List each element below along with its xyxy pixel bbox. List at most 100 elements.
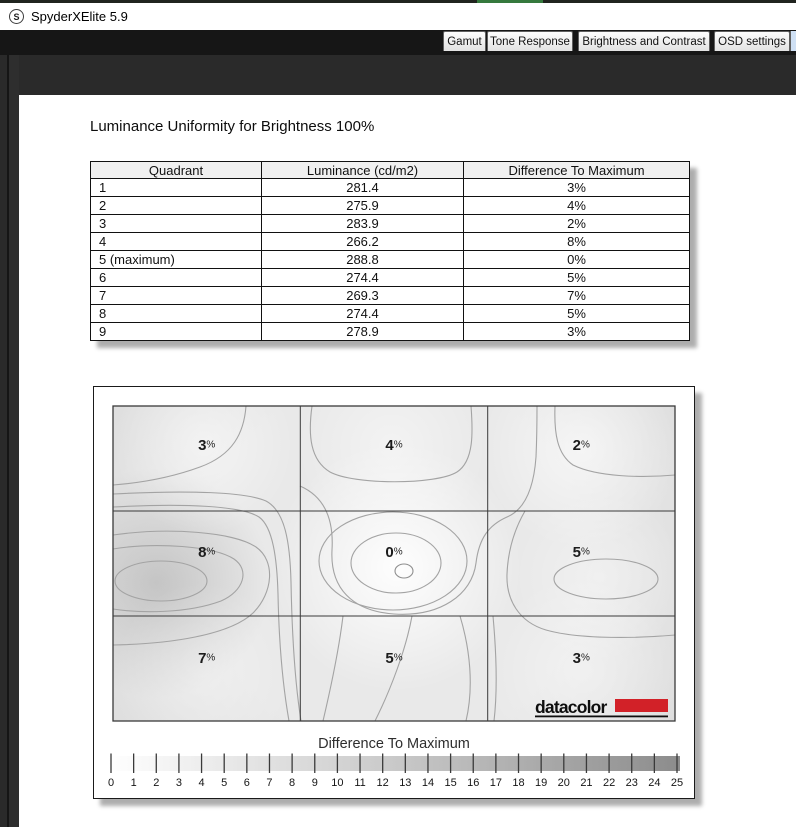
luminance-table-head: Quadrant Luminance (cd/m2) Difference To M… [90, 161, 690, 179]
colorbar-tick-label: 5 [221, 777, 227, 789]
colorbar-tick-label: 12 [377, 777, 389, 789]
tab-gamut[interactable]: Gamut [443, 31, 486, 51]
luminance-cell: 283.9 [261, 214, 464, 233]
colorbar-tick-label: 19 [535, 777, 547, 789]
difference-cell: 5% [463, 304, 690, 323]
datacolor-logo-underline [535, 715, 668, 718]
table-row: 9 278.9 3% [90, 322, 690, 341]
colorbar-tick-label: 4 [198, 777, 204, 789]
table-header: Quadrant [90, 161, 262, 179]
contour-lines [112, 405, 676, 722]
colorbar-tick-label: 20 [558, 777, 570, 789]
colorbar-tick-labels: 0 1 2 3 4 5 6 7 8 9 10 11 12 13 14 15 16 17 18 19 20 21 22 23 24… [108, 777, 683, 789]
quadrant-cell: 9 [90, 322, 262, 341]
quadrant-cell: 7 [90, 286, 262, 305]
quadrant-cell: 6 [90, 268, 262, 287]
table-header: Luminance (cd/m2) [261, 161, 464, 179]
colorbar-tick-label: 15 [444, 777, 456, 789]
app-icon-letter: S [13, 11, 20, 22]
cell-value-label: 0% [385, 544, 402, 561]
app-icon: S [9, 9, 24, 24]
table-row: 1 281.4 3% [90, 178, 690, 197]
luminance-cell: 281.4 [261, 178, 464, 197]
cell-value-label: 3% [573, 650, 590, 667]
datacolor-logo: datacolor [535, 697, 668, 718]
luminance-cell: 288.8 [261, 250, 464, 269]
colorbar-tick-label: 6 [244, 777, 250, 789]
cell-value-label: 7% [198, 650, 215, 667]
grid-lines [112, 405, 676, 722]
quadrant-cell: 1 [90, 178, 262, 197]
luminance-cell: 274.4 [261, 268, 464, 287]
colorbar-tick-label: 16 [467, 777, 479, 789]
table-row: 6 274.4 5% [90, 268, 690, 287]
colorbar-tick-label: 23 [626, 777, 638, 789]
colorbar-tick-label: 3 [176, 777, 182, 789]
difference-cell: 3% [463, 322, 690, 341]
datacolor-logo-red-bar [615, 699, 668, 712]
luminance-cell: 275.9 [261, 196, 464, 215]
table-row: 8 274.4 5% [90, 304, 690, 323]
colorbar-tick-label: 1 [131, 777, 137, 789]
luminance-table: Quadrant Luminance (cd/m2) Difference To M… [90, 161, 690, 341]
colorbar-tick-label: 0 [108, 777, 114, 789]
titlebar: S SpyderXElite 5.9 [0, 3, 796, 30]
difference-cell: 2% [463, 214, 690, 233]
table-row: 7 269.3 7% [90, 286, 690, 305]
colorbar-tick-label: 22 [603, 777, 615, 789]
quadrant-cell: 8 [90, 304, 262, 323]
left-panel-seam [7, 55, 9, 827]
cell-value-label: 5% [573, 544, 590, 561]
tab-brightness-and-contrast[interactable]: Brightness and Contrast [578, 31, 710, 51]
window-top-accent [477, 0, 543, 3]
colorbar-gradient [108, 756, 680, 771]
uniformity-chart: 3% 4% 2% 8% 0% 5% 7% 5% 3% datacolor Difference … [93, 386, 695, 799]
report-page: Luminance Uniformity for Brightness 100%… [19, 95, 796, 827]
luminance-cell: 266.2 [261, 232, 464, 251]
luminance-cell: 269.3 [261, 286, 464, 305]
contour-background [113, 406, 675, 721]
colorbar-tick-label: 2 [153, 777, 159, 789]
datacolor-logo-text: datacolor [535, 697, 608, 717]
colorbar-tick-label: 18 [512, 777, 524, 789]
difference-cell: 0% [463, 250, 690, 269]
cell-value-label: 4% [385, 437, 402, 454]
window-title: SpyderXElite 5.9 [31, 9, 128, 24]
table-header: Difference To Maximum [463, 161, 690, 179]
cell-value-label: 8% [198, 544, 215, 561]
cell-value-label: 3% [198, 437, 215, 454]
difference-cell: 7% [463, 286, 690, 305]
tab-bar: Gamut Tone Response Brightness and Contras… [0, 30, 796, 55]
quadrant-cell: 2 [90, 196, 262, 215]
colorbar-tick-label: 7 [266, 777, 272, 789]
colorbar-tick-label: 25 [671, 777, 683, 789]
colorbar-tick-label: 9 [312, 777, 318, 789]
quadrant-cell: 4 [90, 232, 262, 251]
table-row: 2 275.9 4% [90, 196, 690, 215]
tab-partial-next[interactable] [790, 31, 796, 51]
cell-value-label: 5% [385, 650, 402, 667]
cell-labels: 3% 4% 2% 8% 0% 5% 7% 5% 3% [198, 437, 590, 667]
colorbar-title: Difference To Maximum [318, 736, 470, 752]
difference-cell: 8% [463, 232, 690, 251]
tab-tone-response[interactable]: Tone Response [487, 31, 573, 51]
quadrant-cell: 3 [90, 214, 262, 233]
colorbar-tick-label: 17 [490, 777, 502, 789]
colorbar-ticks [110, 753, 678, 773]
colorbar-tick-label: 14 [422, 777, 434, 789]
colorbar-tick-label: 8 [289, 777, 295, 789]
left-panel-edge [9, 55, 19, 827]
luminance-cell: 274.4 [261, 304, 464, 323]
cell-value-label: 2% [573, 437, 590, 454]
difference-cell: 5% [463, 268, 690, 287]
table-row: 5 (maximum) 288.8 0% [90, 250, 690, 269]
table-row: 3 283.9 2% [90, 214, 690, 233]
quadrant-cell: 5 (maximum) [90, 250, 262, 269]
difference-cell: 4% [463, 196, 690, 215]
tab-osd-settings[interactable]: OSD settings [714, 31, 790, 51]
colorbar-tick-label: 11 [354, 777, 365, 789]
colorbar-tick-label: 10 [331, 777, 343, 789]
colorbar-tick-label: 24 [648, 777, 660, 789]
contour-plot: 3% 4% 2% 8% 0% 5% 7% 5% 3% datacolor Difference … [108, 405, 683, 789]
